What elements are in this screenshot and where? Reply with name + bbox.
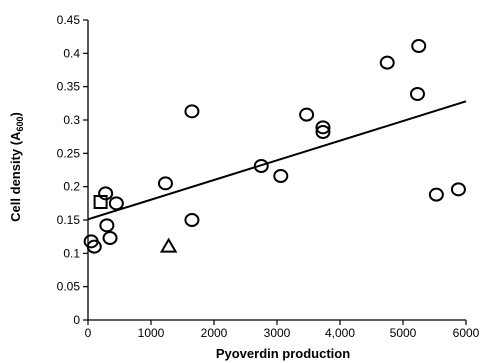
data-point-circle (411, 39, 427, 53)
y-tick-label: 0.45 (57, 13, 81, 27)
trendline (87, 100, 467, 221)
data-point-circle (253, 159, 269, 173)
data-markers (83, 39, 466, 254)
y-tick-label: 0.4 (63, 46, 80, 60)
data-point-circle (108, 196, 124, 211)
data-point-circle (157, 176, 173, 191)
y-tick-label: 0 (73, 313, 80, 327)
data-point-triangle (159, 237, 178, 253)
y-tick-label: 0.2 (63, 180, 80, 194)
y-tick-label: 0.35 (57, 80, 81, 94)
y-tick-label: 0.1 (63, 246, 80, 260)
y-axis-title-close: ) (8, 112, 23, 116)
y-tick-label: 0.25 (57, 146, 81, 160)
data-point-circle (273, 169, 289, 183)
data-point-circle (102, 231, 118, 245)
x-tick-label: 0 (85, 326, 92, 340)
x-tick-label: 3000 (264, 326, 291, 340)
y-tick-label: 0.15 (57, 213, 81, 227)
data-point-circle (184, 213, 200, 227)
data-point-circle (99, 218, 115, 233)
x-tick-label: 4,000 (325, 326, 355, 340)
data-point-square (93, 195, 108, 209)
y-axis-title-main: Cell density (A (8, 131, 23, 222)
y-ticks: 0 0.05 0.1 0.15 0.2 0.25 0.3 0.35 0.4 0.45 (57, 13, 88, 327)
y-axis-title-subscript: 600 (15, 117, 25, 132)
x-tick-label: 6000 (453, 326, 480, 340)
data-point-circle (428, 187, 444, 202)
y-tick-label: 0.3 (63, 113, 80, 127)
data-point-circle (315, 125, 331, 139)
data-point-circle (86, 239, 102, 254)
data-point-circle (184, 104, 200, 119)
data-point-circle (299, 107, 315, 122)
y-axis-title: Cell density (A600) (8, 112, 25, 222)
x-tick-label: 5000 (390, 326, 417, 340)
x-axis-title: Pyoverdin production (216, 346, 350, 361)
data-point-circle (450, 182, 466, 197)
data-point-circle (315, 120, 331, 135)
x-tick-label: 1000 (138, 326, 165, 340)
y-tick-label: 0.05 (57, 280, 81, 294)
x-tick-label: 2000 (201, 326, 228, 340)
data-point-circle (379, 55, 395, 70)
x-ticks: 0 1000 2000 3000 4,000 5000 6000 (85, 320, 480, 340)
data-point-circle (409, 87, 425, 101)
